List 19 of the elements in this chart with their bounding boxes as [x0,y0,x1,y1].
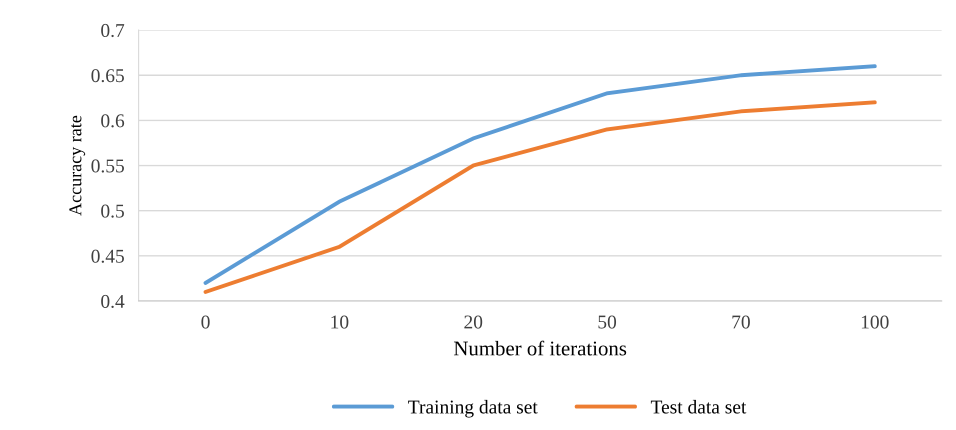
line-series [204,100,877,294]
x-tick-label: 70 [732,315,750,329]
y-tick-label: 0.6 [101,114,124,128]
y-tick-label: 0.55 [91,159,124,173]
x-axis-title: Number of iterations [454,340,626,356]
legend-label: Test data set [650,400,746,414]
x-tick-label: 10 [331,315,348,329]
y-tick-label: 0.5 [101,204,124,218]
y-tick-label: 0.7 [101,24,124,38]
x-tick-label: 50 [598,315,616,329]
legend-label: Training data set [408,400,538,418]
y-tick-label: 0.65 [91,69,124,82]
y-axis-title: Accuracy rate [69,116,86,216]
y-tick-label: 0.4 [101,294,124,308]
y-tick-label: 0.45 [91,250,124,263]
line-series [204,64,877,285]
x-tick-label: 0 [201,315,210,329]
x-tick-label: 20 [464,315,482,329]
x-tick-label: 100 [862,315,889,329]
